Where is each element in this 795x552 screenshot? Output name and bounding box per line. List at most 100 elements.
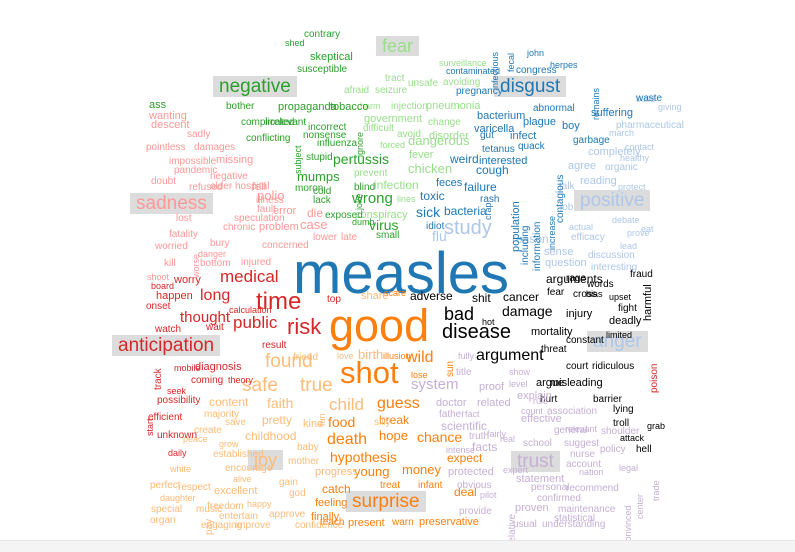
cloud-word: efficacy bbox=[571, 232, 605, 243]
cloud-word: white bbox=[170, 464, 192, 474]
cloud-word: father bbox=[439, 409, 465, 420]
cloud-word: safe bbox=[242, 375, 278, 396]
cloud-word: question bbox=[545, 257, 587, 269]
cloud-word: track bbox=[153, 368, 164, 390]
cloud-word: measles bbox=[293, 241, 509, 306]
cloud-word: true bbox=[300, 375, 333, 396]
cloud-word: relevant bbox=[565, 424, 598, 434]
cloud-word: infect bbox=[510, 130, 537, 142]
cloud-word: lead bbox=[620, 241, 638, 251]
cloud-word: error bbox=[273, 205, 297, 217]
cloud-word: contrary bbox=[304, 29, 341, 40]
cloud-word: feeling bbox=[315, 497, 348, 509]
cloud-word: contact bbox=[625, 142, 655, 152]
cloud-word: lying bbox=[613, 404, 634, 415]
cloud-word: calculation bbox=[229, 305, 272, 315]
cloud-word: grow bbox=[219, 439, 239, 449]
cloud-word: mother bbox=[288, 456, 320, 467]
cloud-word: shit bbox=[472, 291, 491, 305]
cloud-word: fecal bbox=[506, 52, 516, 72]
cloud-word: fact bbox=[465, 409, 480, 419]
cloud-word: statistical bbox=[554, 513, 596, 524]
cloud-word: eat bbox=[641, 224, 654, 234]
cloud-word: limited bbox=[606, 330, 633, 340]
cloud-word: study bbox=[444, 217, 492, 239]
cloud-word: injection bbox=[391, 101, 428, 112]
cloud-word: watch bbox=[155, 324, 182, 335]
emotion-word-cloud: fear negative disgust sadness positive antici… bbox=[112, 29, 684, 546]
cloud-word: hypothesis bbox=[330, 449, 397, 465]
cloud-word: job bbox=[560, 202, 574, 213]
cloud-word: impossible bbox=[169, 156, 217, 167]
cloud-word: late bbox=[341, 232, 358, 243]
cloud-word: maintenance bbox=[558, 504, 616, 515]
cloud-word: start bbox=[145, 418, 155, 436]
cloud-word: break bbox=[379, 413, 410, 427]
cloud-word: lost bbox=[176, 213, 192, 224]
cloud-word: healthy bbox=[620, 153, 650, 163]
cloud-word: baby bbox=[297, 442, 319, 453]
cloud-word: including bbox=[520, 225, 531, 265]
cloud-word: recommend bbox=[566, 483, 619, 494]
cloud-word: tetanus bbox=[482, 144, 515, 155]
cloud-word: debate bbox=[612, 215, 640, 225]
cloud-word: weird bbox=[450, 152, 479, 166]
cloud-word: lack bbox=[313, 195, 331, 206]
cloud-word: cold bbox=[313, 186, 332, 197]
cloud-word: perfect bbox=[150, 480, 181, 491]
emotion-label-anticipation: anticipation bbox=[112, 335, 221, 356]
cloud-word: silly bbox=[374, 417, 391, 428]
cloud-word: small bbox=[376, 230, 400, 241]
cloud-word: propaganda bbox=[278, 101, 337, 113]
emotion-label-surprise: surprise bbox=[346, 491, 426, 512]
cloud-word: skeptical bbox=[310, 51, 353, 63]
cloud-word: confidence bbox=[295, 520, 344, 531]
cloud-word: infectious bbox=[490, 51, 500, 90]
cloud-word: ass bbox=[149, 99, 167, 111]
cloud-word: daughter bbox=[160, 493, 196, 503]
cloud-word: policy bbox=[600, 444, 626, 455]
cloud-word: talk bbox=[559, 181, 575, 192]
cloud-word: plague bbox=[523, 116, 557, 128]
cloud-word: save bbox=[225, 417, 247, 428]
cloud-word: sick bbox=[416, 204, 441, 220]
cloud-word: words bbox=[587, 279, 614, 290]
cloud-word: subject bbox=[293, 145, 303, 174]
cloud-word: organic bbox=[605, 162, 638, 173]
cloud-word: damages bbox=[194, 142, 236, 153]
cloud-word: fully bbox=[458, 351, 475, 361]
cloud-word: susceptible bbox=[297, 64, 348, 75]
cloud-word: constant bbox=[566, 335, 604, 346]
cloud-word: concerned bbox=[262, 240, 309, 251]
cloud-word: sense bbox=[544, 246, 574, 258]
cloud-word: obvious bbox=[457, 480, 492, 491]
cloud-word: unsafe bbox=[408, 78, 439, 89]
cloud-word: thought bbox=[180, 309, 231, 326]
cloud-word: suggest bbox=[564, 438, 600, 449]
cloud-word: prevent bbox=[354, 168, 388, 179]
cloud-word: kind bbox=[303, 418, 324, 430]
cloud-word: pointless bbox=[146, 142, 186, 153]
cloud-word: alive bbox=[233, 474, 252, 484]
cloud-word: usual bbox=[513, 519, 537, 530]
cloud-word: provide bbox=[459, 506, 492, 517]
cloud-word: scare bbox=[384, 288, 407, 298]
cloud-word: shot bbox=[340, 355, 399, 390]
cloud-word: lines bbox=[397, 194, 416, 204]
cloud-word: rule bbox=[533, 396, 549, 406]
cloud-word: deal bbox=[454, 485, 477, 499]
cloud-word: pregnancy bbox=[456, 86, 503, 97]
cloud-word: crap bbox=[483, 202, 493, 220]
cloud-word: expert bbox=[503, 465, 529, 475]
cloud-word: dumb bbox=[352, 217, 375, 227]
cloud-word: understanding bbox=[542, 519, 606, 530]
cloud-word: die bbox=[307, 206, 324, 220]
cloud-word: seizure bbox=[375, 85, 408, 96]
cloud-word: sadly bbox=[187, 129, 211, 140]
cloud-word: shoot bbox=[147, 272, 170, 282]
cloud-word: upset bbox=[609, 292, 632, 302]
cloud-word: flu bbox=[432, 228, 447, 244]
cloud-word: fairly bbox=[487, 429, 507, 439]
cloud-word: coming bbox=[191, 375, 224, 386]
cloud-word: forced bbox=[380, 140, 406, 150]
